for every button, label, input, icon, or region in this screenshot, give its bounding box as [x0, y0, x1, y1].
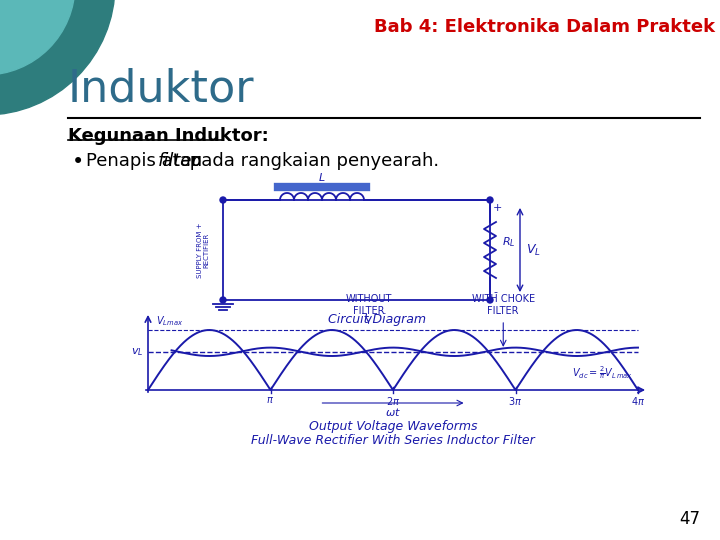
- Text: $R_L$: $R_L$: [502, 235, 516, 249]
- Text: $v_L$: $v_L$: [130, 346, 143, 357]
- Text: $4\pi$: $4\pi$: [631, 395, 645, 407]
- Circle shape: [0, 0, 75, 75]
- Text: filter: filter: [158, 152, 200, 170]
- Text: SUPPLY FROM +
RECTIFIER: SUPPLY FROM + RECTIFIER: [197, 222, 210, 278]
- Text: Induktor: Induktor: [68, 68, 255, 111]
- Text: Penapis atau: Penapis atau: [86, 152, 208, 170]
- Text: -: -: [493, 287, 497, 297]
- Text: $3\pi$: $3\pi$: [508, 395, 523, 407]
- Text: Circuit Diagram: Circuit Diagram: [328, 313, 426, 326]
- Text: Full-Wave Rectifier With Series Inductor Filter: Full-Wave Rectifier With Series Inductor…: [251, 434, 535, 447]
- Text: $2\pi$: $2\pi$: [386, 395, 400, 407]
- Text: pada rangkaian penyearah.: pada rangkaian penyearah.: [184, 152, 439, 170]
- Text: Kegunaan Induktor:: Kegunaan Induktor:: [68, 127, 269, 145]
- Text: $V_{Lmax}$: $V_{Lmax}$: [156, 314, 184, 328]
- Text: $\pi$: $\pi$: [266, 395, 274, 405]
- Text: •: •: [72, 152, 84, 172]
- Circle shape: [487, 197, 493, 203]
- Circle shape: [487, 297, 493, 303]
- Text: $\omega t$: $\omega t$: [385, 406, 401, 418]
- Text: Bab 4: Elektronika Dalam Praktek: Bab 4: Elektronika Dalam Praktek: [374, 18, 715, 36]
- Circle shape: [220, 297, 226, 303]
- Circle shape: [0, 0, 115, 115]
- Text: $V_{dc}=\frac{2}{\pi}V_{L\,max}$: $V_{dc}=\frac{2}{\pi}V_{L\,max}$: [572, 364, 633, 381]
- Text: WITH CHOKE
FILTER: WITH CHOKE FILTER: [472, 294, 535, 316]
- Text: L: L: [319, 173, 325, 183]
- Text: Output Voltage Waveforms: Output Voltage Waveforms: [309, 420, 477, 433]
- Circle shape: [220, 197, 226, 203]
- Text: WITHOUT
FILTER: WITHOUT FILTER: [346, 294, 392, 316]
- Text: 47: 47: [679, 510, 700, 528]
- Text: $V_L$: $V_L$: [526, 242, 541, 258]
- Text: +: +: [493, 203, 503, 213]
